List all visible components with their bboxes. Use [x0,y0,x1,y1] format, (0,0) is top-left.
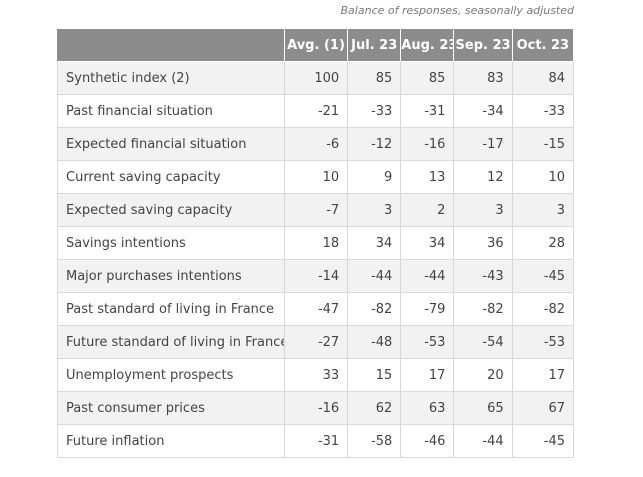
table-row: Past standard of living in France -47 -82-… [57,292,575,326]
row-value: -45 [511,424,575,458]
row-value: -46 [400,424,455,458]
table-body: Synthetic index (2) 100 85 85 83 84 Past finan… [57,61,575,458]
row-value: -6 [283,127,349,161]
table-row: Savings intentions 18 34 34 36 28 [57,226,575,260]
row-value: -21 [283,94,349,128]
row-value: -16 [283,391,349,425]
row-value: -58 [347,424,402,458]
row-value: -33 [511,94,575,128]
row-label: Unemployment prospects [57,358,285,392]
row-value: -15 [511,127,575,161]
header-sep: Sep. 23 [453,28,513,62]
row-value: 20 [453,358,513,392]
row-label: Expected financial situation [57,127,285,161]
row-label: Synthetic index (2) [57,61,285,95]
row-value: -53 [511,325,575,359]
table-caption: Balance of responses, seasonally adjuste… [340,4,574,17]
row-value: 12 [453,160,513,194]
table-row: Synthetic index (2) 100 85 85 83 84 [57,61,575,95]
row-value: 84 [511,61,575,95]
row-value: 67 [511,391,575,425]
row-value: -44 [347,259,402,293]
table-row: Unemployment prospects 33 15 17 20 17 [57,358,575,392]
header-jul: Jul. 23 [347,28,402,62]
row-value: -48 [347,325,402,359]
row-value: -34 [453,94,513,128]
row-label: Expected saving capacity [57,193,285,227]
header-aug: Aug. 23 [400,28,455,62]
row-value: -44 [400,259,455,293]
row-value: 15 [347,358,402,392]
row-label: Future standard of living in France [57,325,285,359]
survey-table: Avg. (1) Jul. 23 Aug. 23 Sep. 23 Oct. 23… [57,28,575,458]
row-value: -17 [453,127,513,161]
row-label: Past consumer prices [57,391,285,425]
table-row: Past consumer prices -16 62 63 65 67 [57,391,575,425]
row-label: Past financial situation [57,94,285,128]
row-value: 62 [347,391,402,425]
row-value: 3 [453,193,513,227]
row-value: 18 [283,226,349,260]
row-label: Future inflation [57,424,285,458]
table-header-row: Avg. (1) Jul. 23 Aug. 23 Sep. 23 Oct. 23 [57,28,575,62]
row-value: 63 [400,391,455,425]
row-value: 17 [400,358,455,392]
header-blank-cell [57,28,285,62]
row-value: -54 [453,325,513,359]
row-value: 3 [511,193,575,227]
row-label: Past standard of living in France [57,292,285,326]
header-avg: Avg. (1) [283,28,349,62]
row-value: -33 [347,94,402,128]
row-value: 34 [400,226,455,260]
row-value: -16 [400,127,455,161]
row-value: -43 [453,259,513,293]
row-value: -7 [283,193,349,227]
row-value: -31 [400,94,455,128]
row-value: -12 [347,127,402,161]
row-value: -27 [283,325,349,359]
row-value: 10 [511,160,575,194]
row-value: 85 [400,61,455,95]
row-value: 9 [347,160,402,194]
row-value: 83 [453,61,513,95]
row-value: -14 [283,259,349,293]
row-value: -47 [283,292,349,326]
row-value: 36 [453,226,513,260]
table-row: Future inflation -31 -58 -46 -44 -45 [57,424,575,458]
table-row: Major purchases intentions -14 -44 -44 -43 -4… [57,259,575,293]
row-value: -79 [400,292,455,326]
row-label: Major purchases intentions [57,259,285,293]
row-value: 17 [511,358,575,392]
row-value: 34 [347,226,402,260]
row-value: 13 [400,160,455,194]
table-row: Past financial situation -21 -33 -31 -34 -33 [57,94,575,128]
table-row: Current saving capacity 10 9 13 12 10 [57,160,575,194]
row-value: -31 [283,424,349,458]
row-value: 2 [400,193,455,227]
row-value: 10 [283,160,349,194]
table-row: Expected financial situation -6 -12 -16 -17-… [57,127,575,161]
row-value: 33 [283,358,349,392]
row-value: 3 [347,193,402,227]
row-value: -44 [453,424,513,458]
row-value: 85 [347,61,402,95]
row-value: -45 [511,259,575,293]
row-label: Current saving capacity [57,160,285,194]
row-value: -53 [400,325,455,359]
row-value: 100 [283,61,349,95]
table-row: Expected saving capacity -7 3 2 3 3 [57,193,575,227]
row-value: -82 [347,292,402,326]
row-label: Savings intentions [57,226,285,260]
row-value: -82 [453,292,513,326]
header-oct: Oct. 23 [511,28,575,62]
table-row: Future standard of living in France -27 -4… [57,325,575,359]
row-value: -82 [511,292,575,326]
row-value: 28 [511,226,575,260]
row-value: 65 [453,391,513,425]
